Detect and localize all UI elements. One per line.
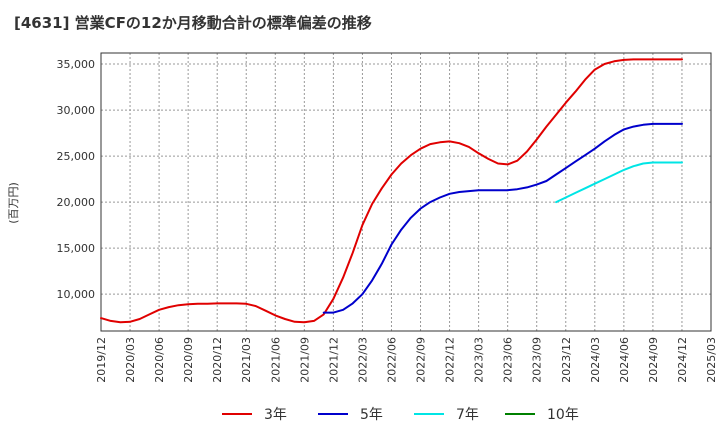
x-tick-label: 2021/03 <box>240 337 253 383</box>
legend-label: 7年 <box>456 407 479 423</box>
x-tick-label: 2021/06 <box>269 337 282 383</box>
legend: 3年 5年 7年 10年 <box>222 407 579 423</box>
x-tick-label: 2023/03 <box>473 337 486 383</box>
y-axis-label: (百万円) <box>7 182 20 224</box>
chart-title: [4631] 営業CFの12か月移動合計の標準偏差の推移 <box>14 14 372 32</box>
x-tick-label: 2022/09 <box>415 337 428 383</box>
x-tick-label: 2022/06 <box>385 337 398 383</box>
grid <box>100 53 712 331</box>
axes: 10,000 15,000 20,000 25,000 30,000 35,000 2019… <box>7 52 718 383</box>
x-tick-label: 2020/06 <box>153 337 166 383</box>
plot-frame <box>100 52 712 332</box>
y-tick-label: 35,000 <box>57 58 96 71</box>
series-line-2 <box>322 122 683 314</box>
x-tick-label: 2023/12 <box>560 337 573 383</box>
x-tick-label: 2021/12 <box>327 337 340 383</box>
series-line-3 <box>555 161 683 204</box>
x-tick-label: 2024/03 <box>589 337 602 383</box>
y-tick-label: 30,000 <box>57 104 96 117</box>
plot-background <box>101 53 711 331</box>
x-tick-label: 2022/12 <box>444 337 457 383</box>
y-tick-label: 25,000 <box>57 150 96 163</box>
x-tick-label: 2020/03 <box>124 337 137 383</box>
y-tick-label: 20,000 <box>57 196 96 209</box>
y-tick-label: 15,000 <box>57 242 96 255</box>
legend-label: 3年 <box>264 407 287 423</box>
x-tick-label: 2019/12 <box>95 337 108 383</box>
x-tick-label: 2024/12 <box>676 337 689 383</box>
y-tick-label: 10,000 <box>57 288 96 301</box>
legend-label: 5年 <box>360 407 383 423</box>
legend-label: 10年 <box>547 407 579 423</box>
x-tick-label: 2023/09 <box>531 337 544 383</box>
x-tick-label: 2021/09 <box>298 337 311 383</box>
x-tick-label: 2025/03 <box>705 337 718 383</box>
x-tick-label: 2022/03 <box>356 337 369 383</box>
x-tick-label: 2020/12 <box>211 337 224 383</box>
series-line-1 <box>100 58 683 324</box>
x-tick-label: 2020/09 <box>182 337 195 383</box>
x-tick-label: 2024/09 <box>647 337 660 383</box>
x-tick-label: 2023/06 <box>502 337 515 383</box>
x-tick-label: 2024/06 <box>618 337 631 383</box>
series-lines <box>100 58 683 324</box>
